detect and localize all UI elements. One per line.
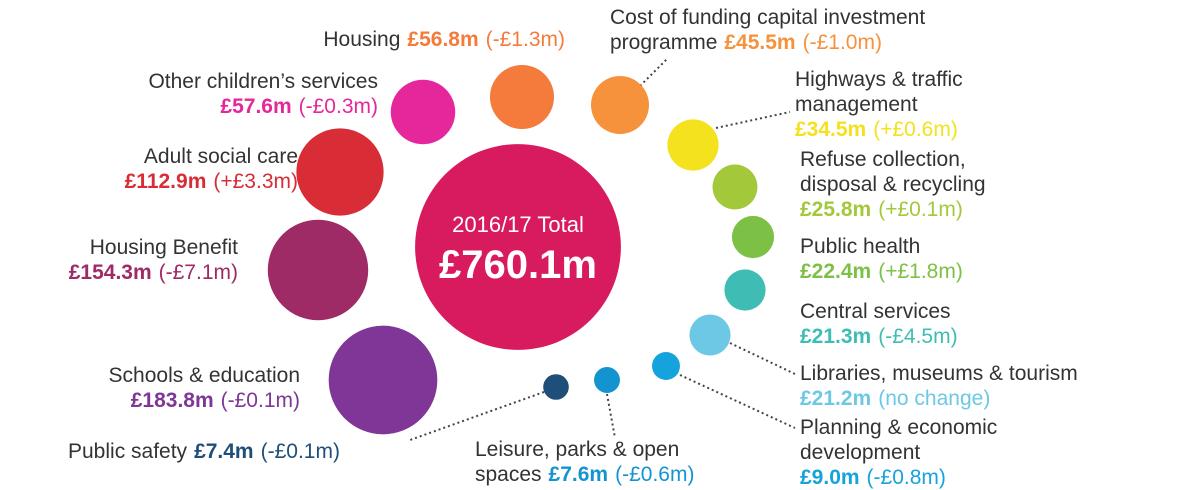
bubble [731, 215, 775, 259]
value-label: £112.9m [125, 170, 207, 193]
bubble-label: Housing Benefit £154.3m (-£7.1m) [69, 236, 238, 284]
bubble [689, 314, 731, 356]
bubble-label: Housing £56.8m (-£1.3m) [323, 28, 565, 51]
bubble [667, 119, 719, 171]
bubble [652, 352, 680, 380]
change-label: (-£0.8m) [867, 466, 946, 489]
bubble-label: Highways & traffic management £34.5m (+£0.6… [795, 68, 963, 141]
bubble [594, 367, 620, 393]
connector [639, 57, 669, 87]
category-line: Libraries, museums & tourism [800, 362, 1078, 385]
bubble-label: Public safety £7.4m (-£0.1m) [68, 440, 340, 463]
category-line: Central services [800, 300, 951, 323]
category-line: development [800, 441, 920, 464]
category-line: Highways & traffic [795, 68, 963, 91]
bubble [296, 128, 384, 216]
bubble [591, 76, 649, 134]
category-line: Public safety [68, 440, 188, 463]
bubble-label: Planning & economic development £9.0m (-£0.… [800, 416, 997, 489]
connector [606, 393, 616, 439]
category-line: Planning & economic [800, 416, 997, 439]
value-label: £22.4m [800, 260, 871, 283]
change-label: (-£0.3m) [299, 95, 378, 118]
total-value: £760.1m [439, 243, 597, 287]
change-label: (-£0.1m) [261, 440, 340, 463]
total-bubble [415, 144, 621, 350]
change-label: (+£3.3m) [213, 170, 298, 193]
bubble [724, 269, 766, 311]
category-line: spaces [475, 463, 542, 486]
change-label: (no change) [878, 387, 990, 410]
category-line: management [795, 93, 918, 116]
category-line: Schools & education [109, 364, 300, 387]
value-label: £34.5m [795, 118, 866, 141]
category-line: Public health [800, 235, 920, 258]
category-line: Housing [323, 28, 400, 51]
connectors [409, 57, 796, 441]
total-label: 2016/17 Total [452, 212, 584, 237]
category-line: Housing Benefit [90, 236, 238, 259]
change-label: (+£1.8m) [878, 260, 963, 283]
change-label: (-£4.5m) [878, 325, 957, 348]
value-label: £154.3m [69, 261, 152, 284]
change-label: (+£0.6m) [873, 118, 958, 141]
bubble [328, 325, 438, 435]
bubble-label: Adult social care £112.9m (+£3.3m) [125, 145, 298, 193]
category-line: Cost of funding capital investment [610, 6, 925, 29]
connector [679, 374, 796, 429]
value-label: £56.8m [407, 28, 478, 51]
bubble-label: Central services £21.3m (-£4.5m) [800, 300, 958, 348]
total-bubble-group: 2016/17 Total £760.1m [415, 144, 621, 350]
change-label: (-£7.1m) [159, 261, 238, 284]
value-label: £21.3m [800, 325, 871, 348]
bubble-label: Leisure, parks & open spaces £7.6m (-£0.6m) [475, 438, 694, 486]
bubble-label: Cost of funding capital investment progra… [610, 6, 925, 54]
category-line: Other children’s services [148, 70, 378, 93]
category-line: Adult social care [144, 145, 298, 168]
change-label: (-£1.3m) [486, 28, 565, 51]
value-label: £57.6m [220, 95, 291, 118]
connector [409, 391, 545, 441]
value-label: £183.8m [131, 389, 214, 412]
bubble [489, 64, 555, 130]
value-label: £45.5m [724, 31, 795, 54]
change-label: (-£1.0m) [803, 31, 882, 54]
value-label: £25.8m [800, 198, 871, 221]
category-line: Refuse collection, [800, 148, 966, 171]
connector [715, 111, 791, 129]
value-label: £9.0m [800, 466, 860, 489]
category-line: programme [610, 31, 717, 54]
value-label: £7.4m [194, 440, 254, 463]
bubble [267, 219, 369, 321]
category-line: Leisure, parks & open [475, 438, 679, 461]
bubble-label: Libraries, museums & tourism £21.2m (no ch… [800, 362, 1078, 410]
bubble [390, 79, 456, 145]
bubble [543, 374, 569, 400]
bubble [712, 164, 758, 210]
value-label: £21.2m [800, 387, 871, 410]
change-label: (-£0.6m) [615, 463, 694, 486]
change-label: (-£0.1m) [221, 389, 300, 412]
change-label: (+£0.1m) [878, 198, 963, 221]
bubble-label: Schools & education £183.8m (-£0.1m) [109, 364, 300, 412]
bubble-label: Refuse collection, disposal & recycling £2… [800, 148, 986, 221]
category-line: disposal & recycling [800, 173, 986, 196]
bubble-label: Public health £22.4m (+£1.8m) [800, 235, 963, 283]
value-label: £7.6m [549, 463, 609, 486]
connector [729, 342, 796, 375]
bubble-label: Other children’s services £57.6m (-£0.3m) [148, 70, 378, 118]
